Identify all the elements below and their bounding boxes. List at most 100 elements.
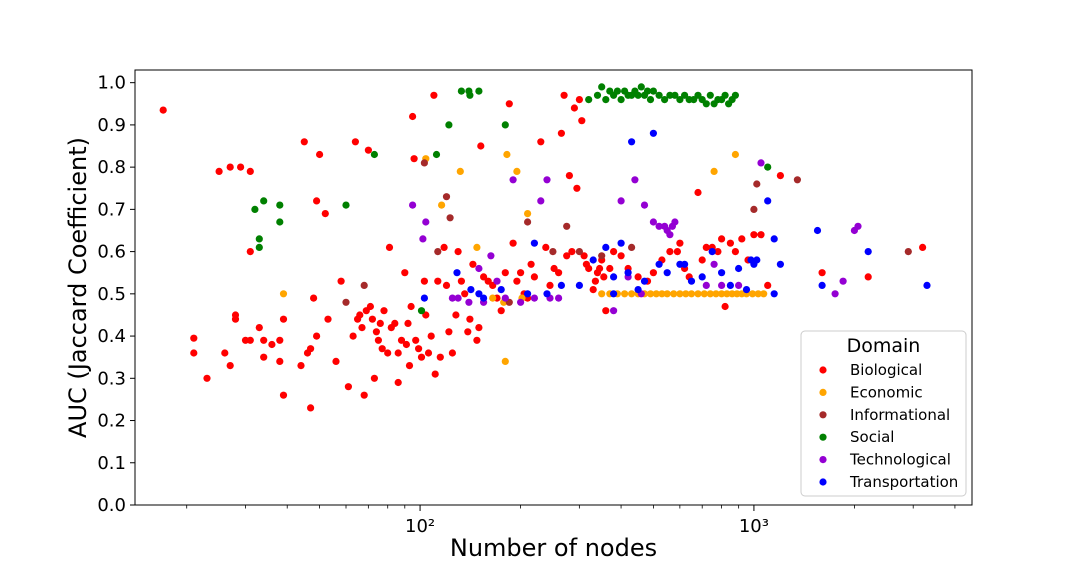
point-social-5	[276, 218, 284, 226]
point-biological-52	[380, 307, 388, 315]
point-biological-88	[469, 260, 477, 268]
point-biological-63	[405, 362, 414, 370]
legend-marker-biological	[819, 366, 827, 374]
point-social-14	[475, 87, 483, 95]
point-technological-3	[448, 294, 456, 302]
point-biological-80	[445, 328, 453, 336]
point-transportation-33	[764, 197, 772, 205]
point-economic-23	[670, 290, 678, 298]
point-transportation-23	[687, 277, 696, 285]
point-transportation-13	[610, 273, 618, 281]
point-social-32	[646, 96, 655, 104]
legend: Domain Biological Economic Informational So…	[800, 330, 967, 497]
point-social-18	[598, 83, 606, 91]
point-transportation-6	[524, 290, 532, 298]
point-social-39	[681, 91, 689, 99]
point-transportation-19	[649, 129, 658, 137]
point-informational-14	[750, 205, 758, 213]
point-economic-37	[748, 290, 757, 298]
point-social-52	[731, 91, 740, 99]
point-biological-132	[617, 252, 625, 260]
point-biological-70	[420, 277, 428, 285]
point-informational-13	[753, 180, 761, 188]
point-biological-67	[412, 336, 420, 344]
point-biological-104	[527, 260, 535, 268]
point-biological-15	[255, 324, 263, 332]
point-informational-7	[524, 218, 532, 226]
point-biological-134	[634, 273, 642, 281]
point-biological-10	[237, 163, 245, 171]
point-biological-19	[276, 357, 284, 365]
point-biological-105	[530, 273, 539, 281]
point-informational-2	[420, 159, 428, 167]
y-tick-label: 0.4	[97, 326, 126, 347]
point-social-29	[637, 83, 645, 91]
y-tick-label: 0.7	[97, 199, 126, 220]
point-transportation-24	[698, 273, 706, 281]
point-technological-37	[854, 222, 862, 230]
point-biological-69	[417, 353, 426, 361]
point-biological-74	[430, 91, 438, 99]
point-biological-46	[368, 315, 376, 323]
y-tick-label: 0.5	[97, 284, 126, 305]
point-biological-5	[221, 349, 229, 357]
point-biological-41	[358, 324, 366, 332]
point-biological-54	[385, 243, 394, 251]
point-transportation-14	[617, 239, 625, 247]
legend-label-biological: Biological	[850, 361, 922, 379]
point-social-7	[370, 150, 378, 159]
point-economic-9	[513, 167, 521, 175]
point-biological-0	[159, 106, 167, 114]
point-biological-51	[378, 345, 386, 353]
point-biological-111	[557, 129, 566, 137]
point-biological-159	[864, 273, 872, 281]
point-biological-31	[316, 150, 324, 159]
point-biological-58	[394, 349, 402, 357]
point-informational-5	[446, 214, 454, 222]
point-biological-44	[364, 146, 372, 154]
point-technological-0	[409, 201, 417, 209]
point-transportation-2	[467, 286, 475, 294]
point-technological-18	[610, 307, 618, 315]
point-biological-65	[409, 112, 417, 121]
point-social-19	[602, 96, 610, 104]
point-biological-85	[461, 290, 469, 298]
point-biological-66	[410, 155, 418, 163]
point-biological-138	[666, 248, 674, 256]
point-biological-61	[402, 340, 410, 349]
point-transportation-26	[718, 269, 726, 277]
point-transportation-41	[610, 290, 618, 298]
point-informational-4	[442, 193, 451, 201]
point-economic-8	[503, 150, 511, 159]
point-informational-11	[598, 252, 606, 260]
point-biological-53	[384, 349, 392, 357]
point-social-45	[706, 91, 714, 99]
point-biological-56	[391, 319, 399, 327]
point-biological-157	[776, 172, 785, 180]
point-biological-106	[537, 138, 545, 146]
point-social-11	[457, 87, 465, 95]
point-transportation-37	[813, 226, 822, 235]
point-biological-101	[517, 269, 525, 277]
point-transportation-4	[480, 294, 488, 302]
x-tick-label: 10²	[405, 516, 435, 537]
point-social-8	[417, 307, 426, 315]
point-technological-9	[493, 277, 501, 285]
point-social-13	[466, 91, 474, 99]
point-transportation-34	[770, 235, 778, 243]
point-biological-48	[372, 328, 380, 336]
point-technological-26	[666, 231, 674, 239]
point-biological-97	[501, 269, 509, 277]
point-technological-35	[839, 277, 847, 285]
point-biological-83	[454, 248, 462, 256]
point-biological-79	[442, 281, 451, 289]
point-biological-35	[337, 277, 345, 285]
point-biological-13	[246, 248, 254, 256]
point-biological-33	[324, 315, 332, 323]
point-biological-4	[215, 167, 223, 175]
point-economic-28	[700, 290, 708, 298]
point-technological-1	[419, 235, 427, 243]
legend-label-social: Social	[850, 428, 894, 446]
point-biological-145	[702, 243, 710, 251]
